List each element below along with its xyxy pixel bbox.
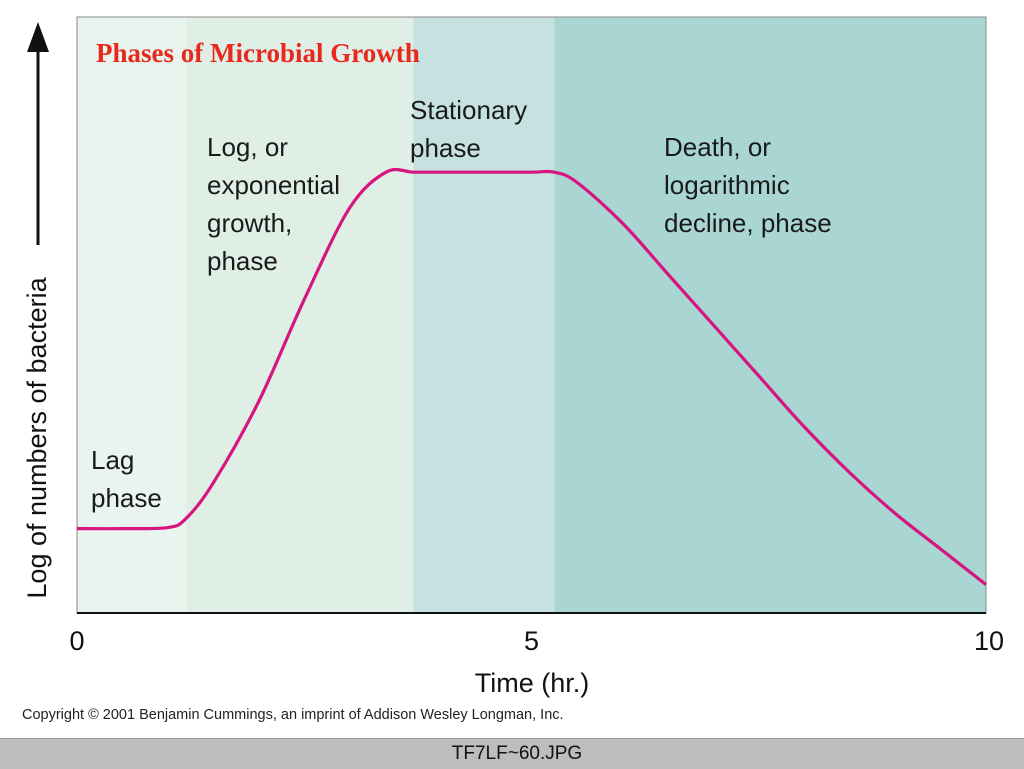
filename-label: TF7LF~60.JPG bbox=[451, 743, 583, 764]
x-tick-label: 0 bbox=[69, 626, 84, 656]
phase-label-3: Stationary phase bbox=[410, 95, 527, 163]
phase-label-1: Lag phase bbox=[91, 445, 162, 513]
x-tick-label: 10 bbox=[974, 626, 1004, 656]
growth-chart: 0 5 10 Lag phase Log, or exponential growth, ph… bbox=[22, 16, 1004, 698]
x-axis-label: Time (hr.) bbox=[475, 668, 590, 698]
growth-curve bbox=[76, 167, 987, 586]
phase-labels: Lag phase Log, or exponential growth, phase St… bbox=[91, 95, 832, 513]
y-axis-label: Log of numbers of bacteria bbox=[22, 276, 52, 598]
phase-band-1 bbox=[77, 17, 187, 613]
phase-label-4: Death, or logarithmic decline, phase bbox=[664, 132, 832, 238]
filename-bar: TF7LF~60.JPG bbox=[0, 738, 1024, 769]
phase-band-3 bbox=[413, 17, 555, 613]
axes: 0 5 10 bbox=[27, 22, 1004, 656]
x-tick-label: 5 bbox=[524, 626, 539, 656]
curve-layer bbox=[76, 167, 987, 586]
phase-band-4 bbox=[554, 17, 986, 613]
y-axis-arrowhead bbox=[27, 22, 49, 52]
copyright-notice: Copyright © 2001 Benjamin Cummings, an i… bbox=[22, 707, 564, 723]
phase-label-2: Log, or exponential growth, phase bbox=[207, 132, 340, 276]
chart-title: Phases of Microbial Growth bbox=[96, 38, 420, 68]
phase-bands bbox=[77, 17, 986, 613]
phase-band-2 bbox=[186, 17, 414, 613]
